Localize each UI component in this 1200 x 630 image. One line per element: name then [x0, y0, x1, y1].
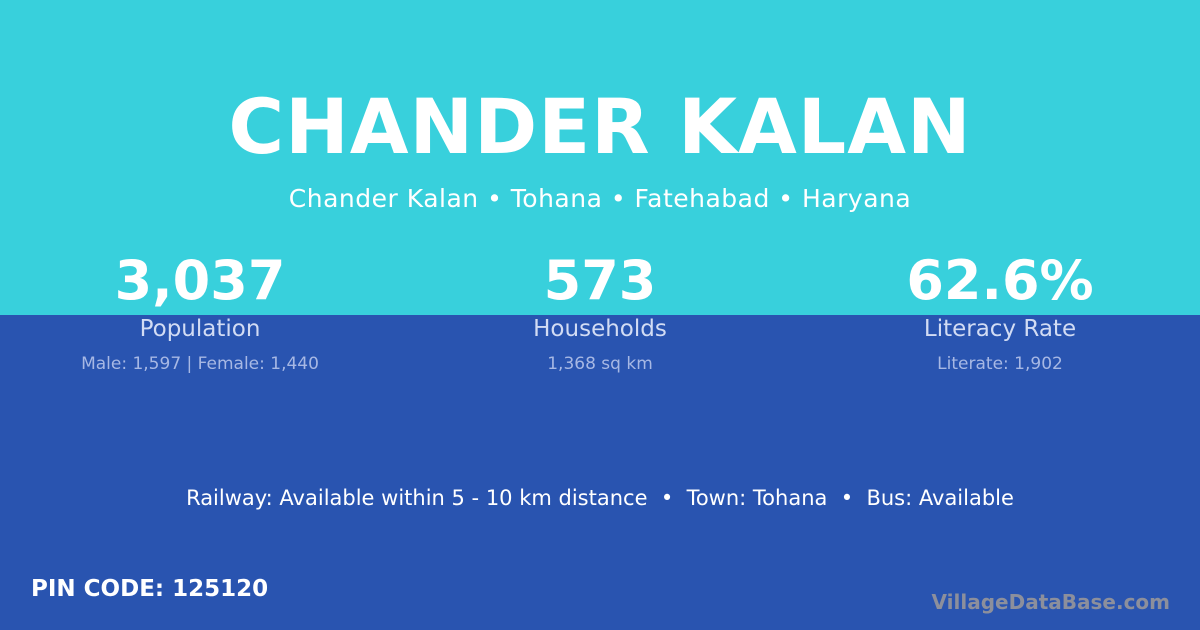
stat-detail: Male: 1,597 | Female: 1,440	[81, 354, 319, 374]
stat-label: Literacy Rate	[923, 316, 1077, 342]
stat-households: 573 Households 1,368 sq km	[400, 249, 800, 375]
location-breadcrumb: Chander Kalan • Tohana • Fatehabad • Har…	[288, 184, 912, 213]
stat-value: 573	[543, 249, 657, 312]
stat-literacy: 62.6% Literacy Rate Literate: 1,902	[800, 249, 1200, 375]
body-band	[0, 315, 1200, 630]
site-logo: VillageDataBase.com	[931, 590, 1170, 614]
stat-label: Households	[533, 316, 667, 342]
stat-detail: 1,368 sq km	[547, 354, 653, 374]
stat-value: 62.6%	[906, 249, 1094, 312]
amenities-info: Railway: Available within 5 - 10 km dist…	[186, 486, 1014, 510]
stat-value: 3,037	[114, 249, 286, 312]
stat-detail: Literate: 1,902	[937, 354, 1063, 374]
pin-code: PIN CODE: 125120	[31, 576, 269, 602]
header-band	[0, 0, 1200, 315]
stat-label: Population	[139, 316, 261, 342]
stat-population: 3,037 Population Male: 1,597 | Female: 1…	[0, 249, 400, 375]
page-title: CHANDER KALAN	[228, 82, 972, 171]
